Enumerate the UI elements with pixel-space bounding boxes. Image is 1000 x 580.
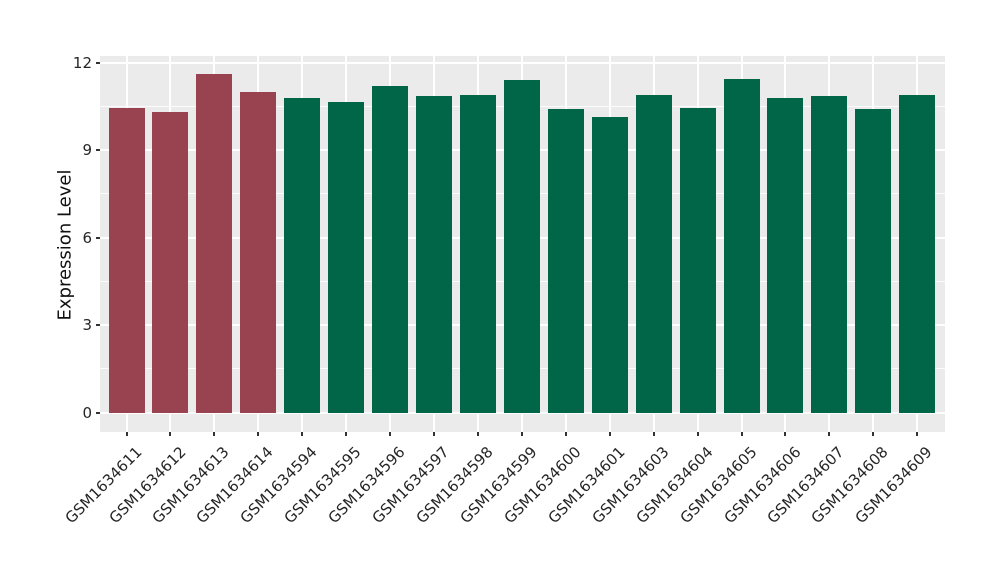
x-tick-mark: [125, 432, 128, 436]
x-tick-mark: [476, 432, 479, 436]
bar-GSM1634606: [767, 97, 804, 413]
x-tick-mark: [784, 432, 787, 436]
x-tick-label-GSM1634601: GSM1634601: [544, 443, 629, 528]
x-tick-mark: [301, 432, 304, 436]
bar-GSM1634603: [635, 94, 672, 413]
y-tick-mark: [96, 324, 100, 327]
x-tick-mark: [740, 432, 743, 436]
x-tick-mark: [257, 432, 260, 436]
y-tick-label: 3: [82, 316, 92, 335]
x-tick-mark: [652, 432, 655, 436]
bar-GSM1634613: [196, 74, 233, 413]
bar-GSM1634601: [591, 116, 628, 413]
bar-GSM1634598: [459, 94, 496, 413]
bar-GSM1634611: [108, 107, 145, 413]
bar-GSM1634614: [240, 91, 277, 413]
bar-GSM1634604: [679, 107, 716, 413]
bar-GSM1634595: [328, 102, 365, 413]
bar-GSM1634608: [855, 109, 892, 413]
x-tick-label-GSM1634611: GSM1634611: [61, 443, 146, 528]
plot-panel: [100, 56, 945, 432]
bar-GSM1634594: [284, 97, 321, 413]
x-tick-mark: [520, 432, 523, 436]
bar-GSM1634600: [547, 109, 584, 413]
x-tick-label-GSM1634604: GSM1634604: [632, 443, 717, 528]
bar-GSM1634597: [416, 96, 452, 413]
y-tick-mark: [96, 411, 100, 414]
x-tick-mark: [872, 432, 875, 436]
y-tick-label: 0: [82, 403, 92, 422]
x-tick-mark: [169, 432, 172, 436]
y-tick-mark: [96, 149, 100, 152]
x-tick-label-GSM1634605: GSM1634605: [676, 443, 761, 528]
x-tick-mark: [345, 432, 348, 436]
y-tick-label: 9: [82, 141, 92, 160]
y-tick-label: 12: [72, 53, 92, 72]
bar-GSM1634605: [723, 78, 760, 413]
y-tick-label: 6: [82, 228, 92, 247]
bar-GSM1634607: [811, 96, 848, 413]
y-tick-mark: [96, 61, 100, 64]
x-tick-mark: [828, 432, 831, 436]
x-tick-mark: [389, 432, 392, 436]
bar-GSM1634612: [152, 112, 189, 413]
x-tick-mark: [608, 432, 611, 436]
x-tick-mark: [433, 432, 435, 436]
bar-GSM1634609: [899, 94, 936, 413]
x-tick-mark: [564, 432, 567, 436]
x-tick-mark: [696, 432, 699, 436]
x-tick-mark: [213, 432, 216, 436]
bar-GSM1634599: [503, 80, 540, 413]
x-tick-label-GSM1634603: GSM1634603: [588, 443, 673, 528]
x-tick-mark: [916, 432, 919, 436]
y-tick-mark: [96, 236, 100, 239]
bar-GSM1634596: [372, 86, 409, 413]
